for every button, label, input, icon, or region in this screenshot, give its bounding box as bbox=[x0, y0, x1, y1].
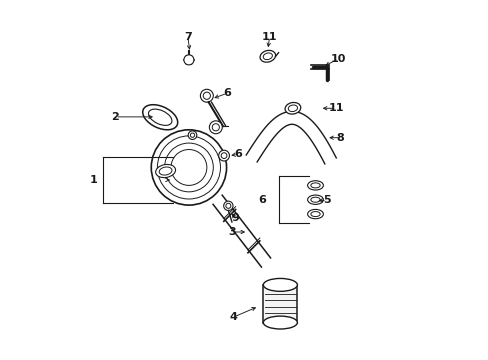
Text: 4: 4 bbox=[229, 312, 237, 322]
Ellipse shape bbox=[155, 165, 175, 177]
Ellipse shape bbox=[142, 105, 177, 130]
Circle shape bbox=[209, 121, 222, 134]
Ellipse shape bbox=[263, 316, 297, 329]
Text: 11: 11 bbox=[327, 103, 343, 113]
Ellipse shape bbox=[260, 50, 275, 62]
Circle shape bbox=[223, 201, 233, 211]
Text: 5: 5 bbox=[323, 195, 330, 206]
Text: 3: 3 bbox=[228, 227, 235, 237]
Circle shape bbox=[200, 89, 213, 102]
Circle shape bbox=[151, 130, 226, 205]
Text: 6: 6 bbox=[234, 149, 242, 159]
Text: 6: 6 bbox=[258, 195, 266, 205]
Circle shape bbox=[188, 131, 196, 139]
Text: 1: 1 bbox=[90, 175, 98, 185]
Text: 2: 2 bbox=[111, 112, 119, 122]
Text: 10: 10 bbox=[330, 54, 346, 64]
Text: 9: 9 bbox=[231, 213, 239, 223]
Ellipse shape bbox=[263, 278, 297, 291]
Circle shape bbox=[218, 150, 229, 161]
Bar bbox=[263, 285, 297, 323]
Text: 6: 6 bbox=[223, 88, 231, 98]
Ellipse shape bbox=[285, 103, 300, 114]
Text: 7: 7 bbox=[183, 32, 191, 41]
Ellipse shape bbox=[307, 210, 323, 219]
Ellipse shape bbox=[307, 181, 323, 190]
Circle shape bbox=[183, 55, 194, 65]
Text: 11: 11 bbox=[261, 32, 277, 41]
Text: 8: 8 bbox=[336, 133, 344, 143]
Ellipse shape bbox=[307, 195, 323, 204]
